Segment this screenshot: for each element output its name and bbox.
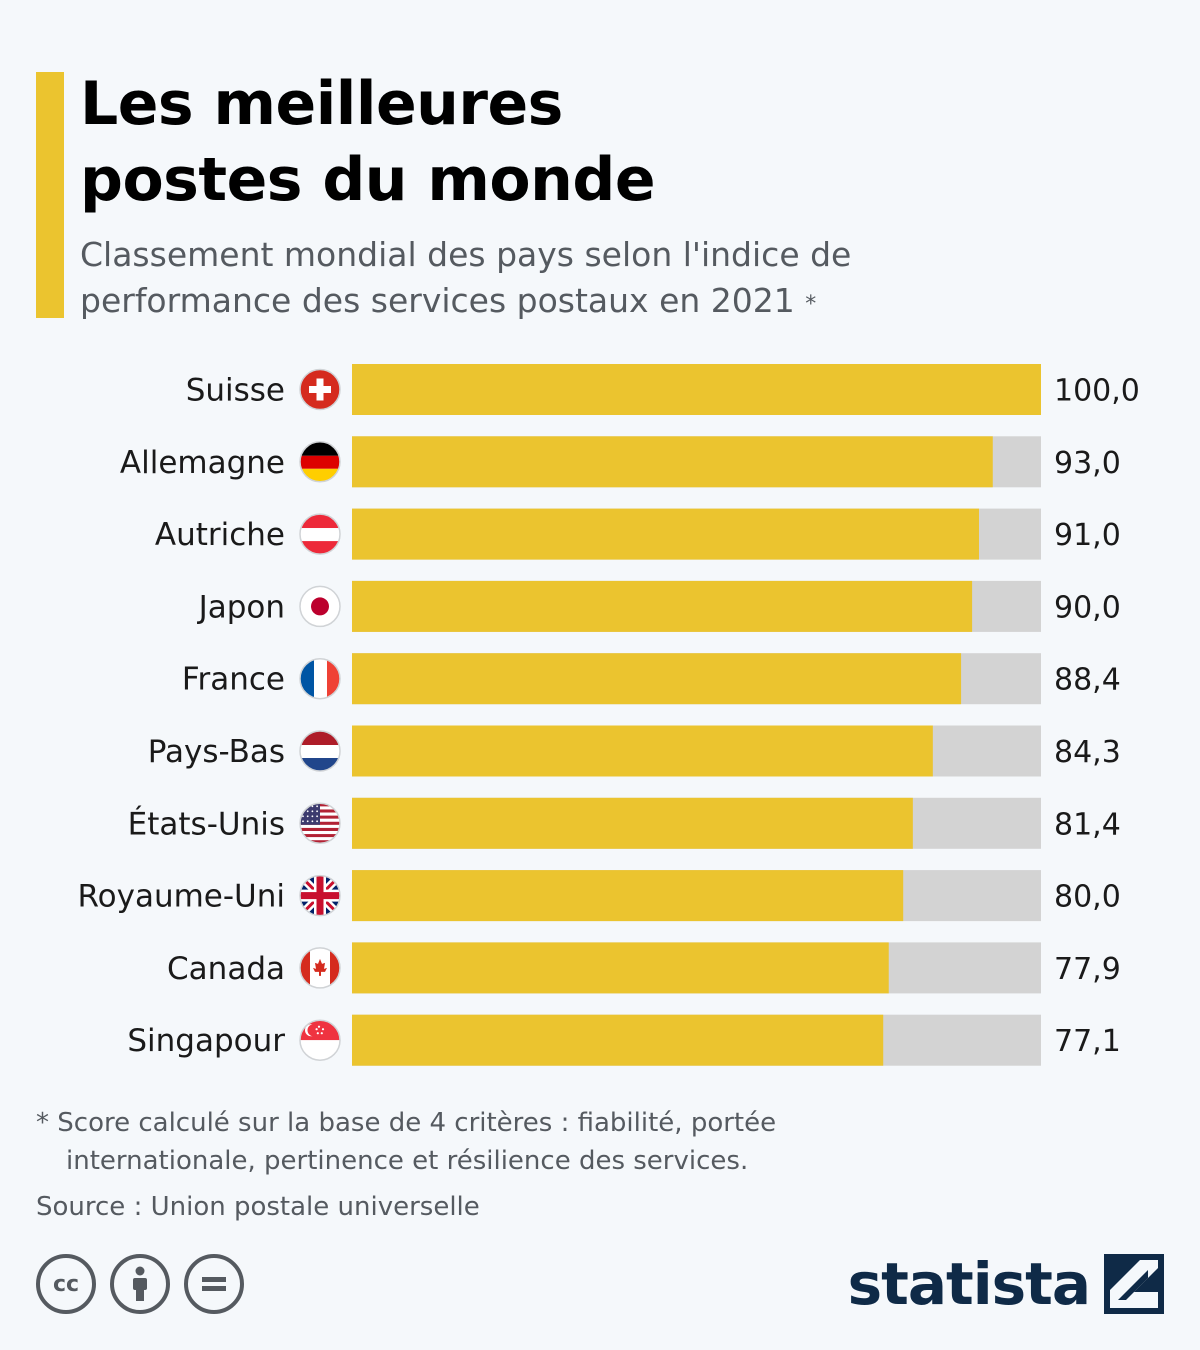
statista-logo-icon [1104, 1254, 1164, 1314]
bar [352, 364, 1041, 415]
person-icon [133, 1266, 147, 1301]
title-accent-bar [36, 72, 64, 318]
subtitle-line-2: performance des services postaux en 2021 [80, 281, 795, 320]
chart-title: Les meilleures postes du monde [80, 66, 656, 218]
flag-canada-icon [299, 947, 341, 989]
license-icons: cc [36, 1254, 244, 1314]
flag-uk-icon [299, 874, 341, 917]
equals-icon [202, 1277, 226, 1291]
bar [352, 870, 904, 922]
category-label: Singapour [127, 1023, 285, 1059]
bar [352, 508, 979, 560]
subtitle-asterisk: * [805, 292, 817, 317]
value-label: 90,0 [1054, 590, 1121, 625]
value-label: 81,4 [1054, 807, 1121, 842]
bar [352, 797, 913, 849]
value-label: 77,1 [1054, 1024, 1121, 1059]
bar-chart: Suisse 100,0 Allemagne 93,0 Autriche 91,0 Japo… [77, 364, 1140, 1066]
flag-austria-icon [299, 513, 341, 555]
category-label: Royaume-Uni [77, 879, 285, 915]
statista-wordmark: statista [847, 1250, 1091, 1318]
flag-singapore-icon [299, 1019, 341, 1061]
footnote-line-2: internationale, pertinence et résilience… [66, 1146, 749, 1176]
by-icon[interactable] [110, 1254, 170, 1314]
category-label: Autriche [155, 517, 285, 553]
bar [352, 1014, 884, 1066]
value-label: 77,9 [1054, 952, 1121, 987]
category-label: États-Unis [128, 806, 285, 842]
footnote-line-1: * Score calculé sur la base de 4 critère… [36, 1108, 777, 1138]
value-label: 88,4 [1054, 663, 1121, 698]
footnote: * Score calculé sur la base de 4 critère… [36, 1104, 836, 1180]
nd-icon[interactable] [184, 1254, 244, 1314]
value-label: 84,3 [1054, 735, 1121, 770]
value-label: 100,0 [1054, 374, 1140, 409]
flag-netherlands-icon [299, 730, 341, 772]
category-label: Allemagne [120, 445, 285, 481]
cc-icon[interactable]: cc [36, 1254, 96, 1314]
chart-subtitle: Classement mondial des pays selon l'indi… [80, 232, 960, 324]
subtitle-line-1: Classement mondial des pays selon l'indi… [80, 235, 852, 274]
category-label: Japon [197, 589, 285, 625]
title-line-2: postes du monde [80, 145, 656, 215]
flag-switzerland-icon [299, 368, 341, 411]
flag-japan-icon [299, 585, 341, 628]
category-label: Suisse [186, 373, 285, 409]
bar [352, 653, 962, 705]
bar [352, 580, 973, 632]
flag-france-icon [299, 657, 341, 700]
source-note: Source : Union postale universelle [36, 1192, 480, 1222]
bar [352, 942, 889, 994]
value-label: 80,0 [1054, 880, 1121, 915]
statista-brand[interactable]: statista [848, 1254, 1164, 1314]
category-label: Canada [167, 951, 285, 987]
value-label: 93,0 [1054, 446, 1121, 481]
category-label: Pays-Bas [148, 734, 285, 770]
value-label: 91,0 [1054, 518, 1121, 553]
title-line-1: Les meilleures [80, 69, 563, 139]
category-label: France [182, 662, 285, 698]
bar [352, 436, 993, 488]
flag-usa-icon [299, 802, 341, 845]
bar [352, 725, 933, 777]
flag-germany-icon [299, 441, 341, 483]
